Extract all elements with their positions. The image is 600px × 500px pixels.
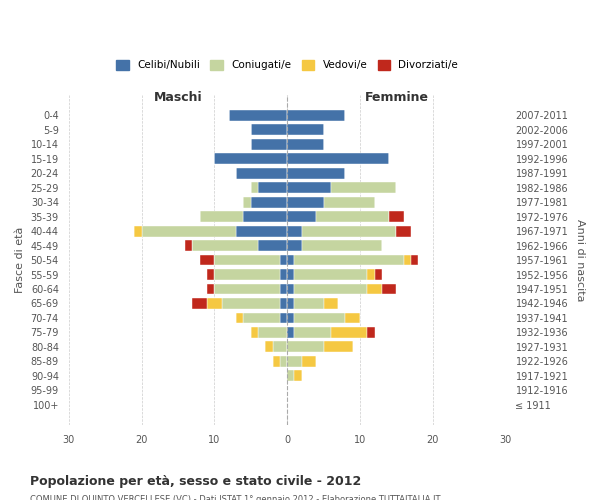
Bar — [287, 327, 295, 338]
Bar — [200, 211, 244, 222]
Bar — [411, 254, 418, 266]
Bar — [404, 254, 411, 266]
Bar — [367, 327, 374, 338]
Bar — [280, 269, 287, 280]
Bar — [214, 269, 280, 280]
Bar — [236, 226, 287, 236]
Bar — [382, 284, 397, 294]
Bar — [142, 226, 236, 236]
Bar — [287, 298, 295, 309]
Text: Maschi: Maschi — [154, 90, 202, 104]
Bar — [287, 342, 323, 352]
Bar — [287, 240, 302, 251]
Bar — [323, 298, 338, 309]
Bar — [367, 284, 382, 294]
Bar — [236, 312, 244, 324]
Bar — [295, 327, 331, 338]
Bar — [207, 284, 214, 294]
Bar — [287, 154, 389, 164]
Text: COMUNE DI QUINTO VERCELLESE (VC) - Dati ISTAT 1° gennaio 2012 - Elaborazione TUT: COMUNE DI QUINTO VERCELLESE (VC) - Dati … — [30, 495, 440, 500]
Bar — [280, 312, 287, 324]
Bar — [287, 211, 316, 222]
Bar — [280, 298, 287, 309]
Bar — [193, 240, 258, 251]
Bar — [374, 269, 382, 280]
Bar — [272, 342, 287, 352]
Y-axis label: Fasce di età: Fasce di età — [15, 227, 25, 293]
Bar — [251, 124, 287, 135]
Bar — [287, 254, 295, 266]
Text: Femmine: Femmine — [364, 90, 428, 104]
Bar — [280, 254, 287, 266]
Bar — [287, 370, 295, 382]
Bar — [251, 196, 287, 207]
Bar — [214, 154, 287, 164]
Bar — [302, 356, 316, 367]
Bar — [331, 182, 397, 193]
Bar — [316, 211, 389, 222]
Bar — [265, 342, 272, 352]
Bar — [397, 226, 411, 236]
Bar — [287, 182, 331, 193]
Bar — [244, 196, 251, 207]
Bar — [258, 182, 287, 193]
Bar — [200, 254, 214, 266]
Bar — [302, 226, 397, 236]
Bar — [323, 196, 374, 207]
Bar — [251, 182, 258, 193]
Bar — [287, 356, 302, 367]
Bar — [346, 312, 360, 324]
Bar — [244, 312, 280, 324]
Bar — [287, 139, 323, 149]
Bar — [295, 269, 367, 280]
Bar — [280, 284, 287, 294]
Bar — [193, 298, 207, 309]
Bar — [214, 254, 280, 266]
Bar — [295, 284, 367, 294]
Bar — [214, 284, 280, 294]
Bar — [295, 254, 404, 266]
Bar — [221, 298, 280, 309]
Bar — [287, 226, 302, 236]
Bar — [331, 327, 367, 338]
Bar — [207, 298, 221, 309]
Bar — [295, 312, 346, 324]
Bar — [287, 196, 323, 207]
Y-axis label: Anni di nascita: Anni di nascita — [575, 219, 585, 302]
Bar — [287, 284, 295, 294]
Bar — [258, 240, 287, 251]
Bar — [258, 327, 287, 338]
Bar — [229, 110, 287, 120]
Bar — [251, 139, 287, 149]
Bar — [185, 240, 193, 251]
Bar — [287, 269, 295, 280]
Legend: Celibi/Nubili, Coniugati/e, Vedovi/e, Divorziati/e: Celibi/Nubili, Coniugati/e, Vedovi/e, Di… — [113, 57, 461, 74]
Bar — [236, 168, 287, 178]
Bar — [287, 312, 295, 324]
Bar — [280, 356, 287, 367]
Bar — [367, 269, 374, 280]
Bar — [323, 342, 353, 352]
Bar — [272, 356, 280, 367]
Bar — [389, 211, 404, 222]
Bar — [244, 211, 287, 222]
Bar — [207, 269, 214, 280]
Bar — [295, 298, 323, 309]
Bar — [287, 168, 346, 178]
Bar — [295, 370, 302, 382]
Bar — [134, 226, 142, 236]
Text: Popolazione per età, sesso e stato civile - 2012: Popolazione per età, sesso e stato civil… — [30, 475, 361, 488]
Bar — [287, 110, 346, 120]
Bar — [302, 240, 382, 251]
Bar — [251, 327, 258, 338]
Bar — [287, 124, 323, 135]
